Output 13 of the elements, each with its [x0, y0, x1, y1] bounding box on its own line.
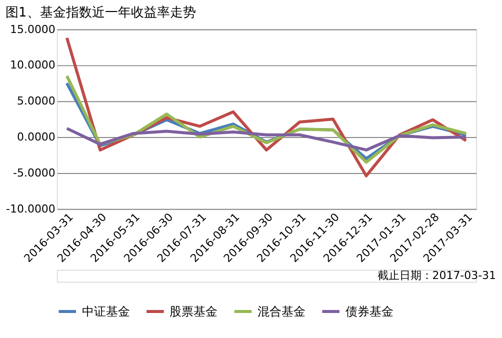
y-tick-label: -10.0000 — [6, 202, 56, 216]
y-tick-label: 10.0000 — [10, 58, 56, 72]
y-tick-label: 5.0000 — [17, 94, 56, 108]
y-tick-label: 0.0000 — [17, 130, 56, 144]
y-tick-label: -5.0000 — [13, 166, 56, 180]
line-series — [65, 126, 468, 152]
legend-label: 中证基金 — [82, 304, 130, 318]
legend-label: 债券基金 — [345, 304, 394, 318]
legend-label: 混合基金 — [257, 304, 306, 318]
y-tick-label: 15.0000 — [10, 22, 56, 36]
text: 截止日期：2017-03-31 — [377, 268, 496, 282]
chart-title: 图1、基金指数近一年收益率走势 — [6, 4, 196, 20]
legend-label: 股票基金 — [170, 304, 218, 318]
